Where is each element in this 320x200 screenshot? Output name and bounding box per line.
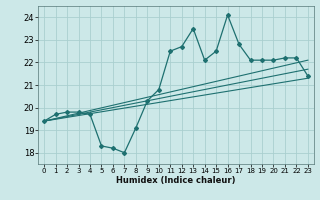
X-axis label: Humidex (Indice chaleur): Humidex (Indice chaleur)	[116, 176, 236, 185]
